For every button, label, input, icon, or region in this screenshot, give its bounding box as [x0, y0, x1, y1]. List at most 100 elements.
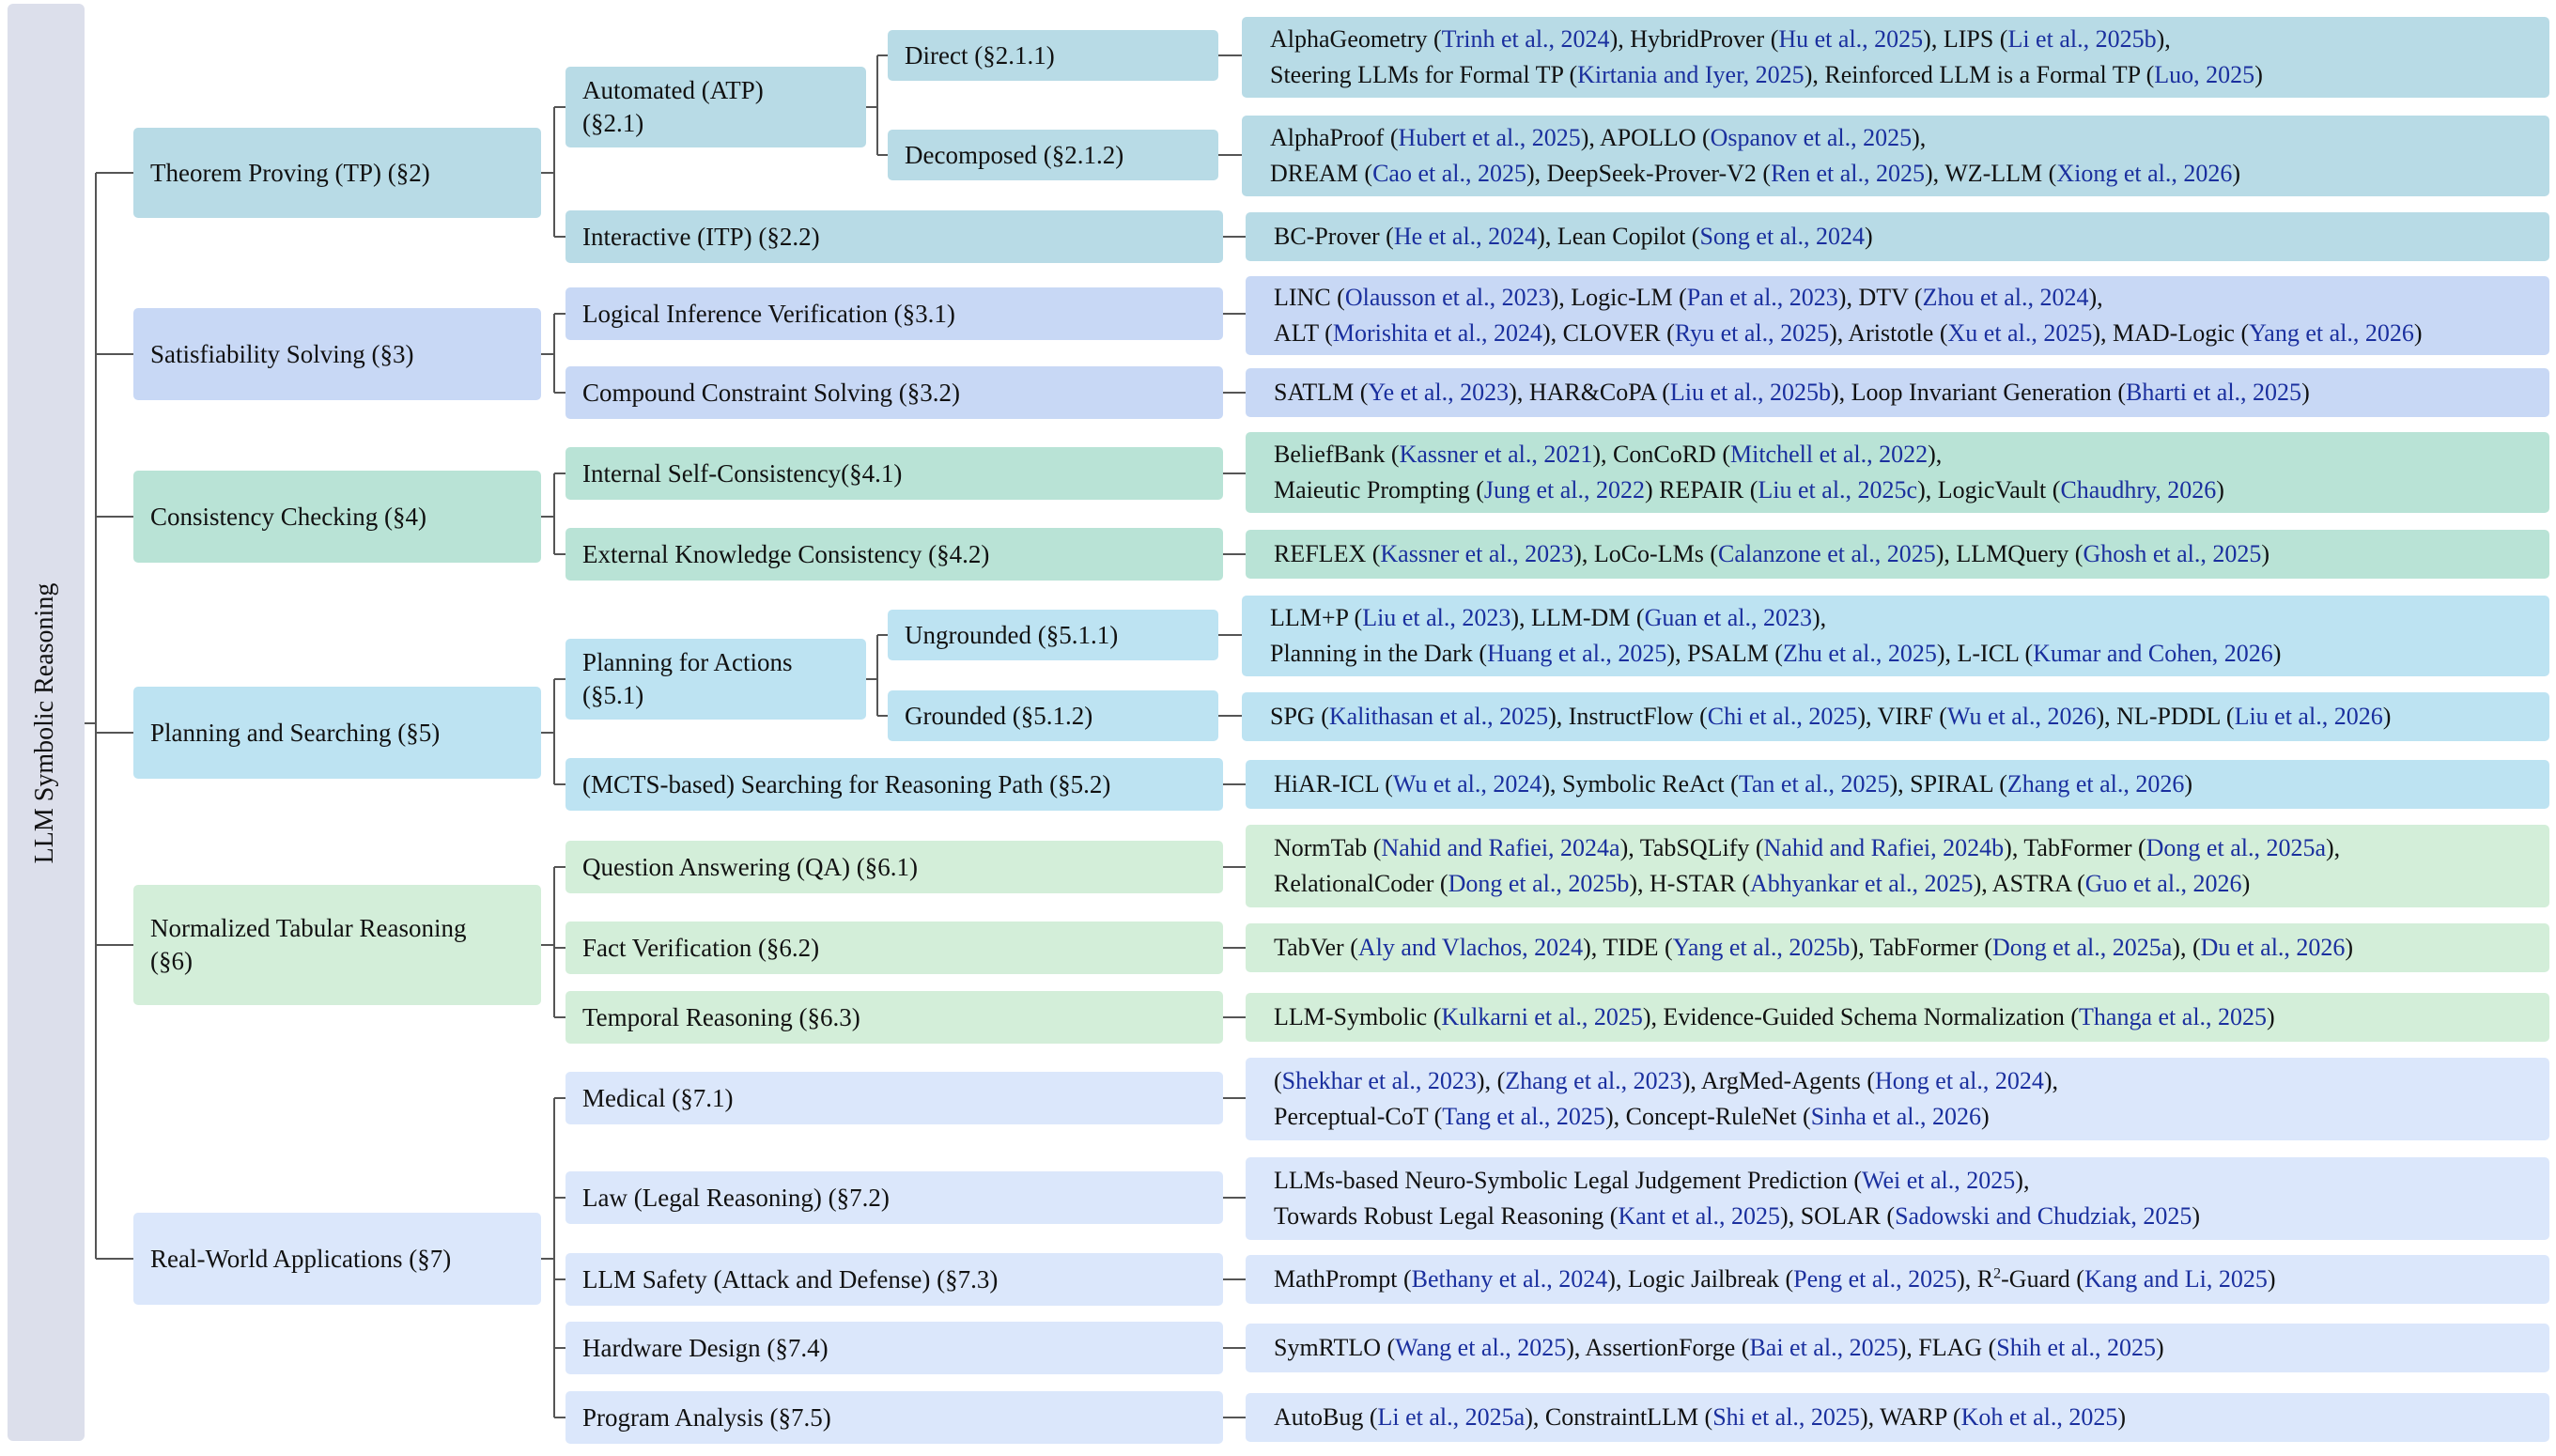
citation: Liu et al., 2026	[2234, 703, 2383, 731]
citation: Wei et al., 2025	[1862, 1167, 2016, 1195]
work-text: ), LoCo-LMs (	[1573, 540, 1718, 568]
work-text: ), SOLAR (	[1780, 1202, 1896, 1230]
node-law: Law (Legal Reasoning) (§7.2)	[565, 1171, 1223, 1224]
work-text: SymRTLO (	[1274, 1334, 1396, 1362]
citation: Dong et al., 2025a	[2145, 834, 2326, 862]
citation: Abhyankar et al., 2025	[1750, 870, 1974, 897]
work-text: )	[2192, 1202, 2201, 1230]
leaf-line: AutoBug (Li et al., 2025a), ConstraintLL…	[1274, 1400, 2542, 1435]
leaf-hardware-design: SymRTLO (Wang et al., 2025), AssertionFo…	[1246, 1324, 2549, 1372]
work-text: ), TabFormer (	[1850, 934, 1992, 962]
citation: Xiong et al., 2026	[2056, 160, 2233, 187]
node-decomposed: Decomposed (§2.1.2)	[888, 130, 1218, 180]
work-text: REFLEX (	[1274, 540, 1381, 568]
work-text: ), HAR&CoPA (	[1509, 379, 1670, 407]
leaf-decomposed: AlphaProof (Hubert et al., 2025), APOLLO…	[1242, 116, 2549, 196]
citation: Bai et al., 2025	[1749, 1334, 1898, 1362]
citation: Hu et al., 2025	[1778, 25, 1924, 54]
work-text: ),	[1811, 604, 1827, 632]
citation: Liu et al., 2025b	[1669, 379, 1831, 407]
work-text: LLMs-based Neuro-Symbolic Legal Judgemen…	[1274, 1167, 1863, 1195]
node-theorem-proving: Theorem Proving (TP) (§2)	[133, 128, 541, 218]
node-atp: Automated (ATP) (§2.1)	[565, 67, 866, 147]
leaf-external-knowledge: REFLEX (Kassner et al., 2023), LoCo-LMs …	[1246, 530, 2549, 579]
citation: Sadowski and Chudziak, 2025	[1895, 1202, 2192, 1230]
citation: Ospanov et al., 2025	[1710, 124, 1913, 152]
citation: Guo et al., 2026	[2084, 870, 2242, 897]
work-text: ),	[2156, 25, 2171, 54]
node-program-analysis: Program Analysis (§7.5)	[565, 1391, 1223, 1444]
node-direct: Direct (§2.1.1)	[888, 30, 1218, 81]
citation: Zhu et al., 2025	[1782, 640, 1937, 667]
work-text: ), CLOVER (	[1541, 319, 1675, 347]
leaf-law: LLMs-based Neuro-Symbolic Legal Judgemen…	[1246, 1157, 2549, 1240]
leaf-temporal-reasoning: LLM-Symbolic (Kulkarni et al., 2025), Ev…	[1246, 993, 2549, 1042]
citation: Kulkarni et al., 2025	[1441, 1003, 1643, 1031]
citation: Guan et al., 2023	[1644, 604, 1812, 632]
work-text: ), Reinforced LLM is a Formal TP (	[1804, 61, 2155, 88]
node-consistency-checking: Consistency Checking (§4)	[133, 471, 541, 563]
work-text: ), DTV (	[1837, 284, 1923, 312]
node-fact-verification: Fact Verification (§6.2)	[565, 922, 1223, 974]
work-text: ), TabFormer (	[2004, 834, 2146, 862]
leaf-line: Planning in the Dark (Huang et al., 2025…	[1270, 636, 2542, 672]
leaf-line: HiAR-ICL (Wu et al., 2024), Symbolic ReA…	[1274, 767, 2542, 802]
work-text: ),	[1928, 441, 1943, 469]
leaf-fact-verification: TabVer (Aly and Vlachos, 2024), TIDE (Ya…	[1246, 923, 2549, 972]
citation: Kirtania and Iyer, 2025	[1577, 61, 1805, 88]
work-text: ), LogicVault (	[1917, 476, 2061, 503]
citation: He et al., 2024	[1393, 223, 1538, 251]
work-text: DREAM (	[1270, 160, 1373, 187]
work-text: BC-Prover (	[1274, 223, 1394, 251]
work-text: ),	[2088, 284, 2103, 312]
work-text: HiAR-ICL (	[1274, 770, 1393, 798]
work-text: ), APOLLO (	[1580, 124, 1711, 152]
citation: Huang et al., 2025	[1487, 640, 1667, 667]
citation: Wang et al., 2025	[1395, 1334, 1567, 1362]
work-text: ), H-STAR (	[1629, 870, 1751, 897]
work-text: SPG (	[1270, 703, 1329, 731]
work-text: )	[2232, 160, 2241, 187]
leaf-line: LLMs-based Neuro-Symbolic Legal Judgemen…	[1274, 1163, 2542, 1199]
node-hardware-design: Hardware Design (§7.4)	[565, 1322, 1223, 1374]
node-question-answering: Question Answering (QA) (§6.1)	[565, 841, 1223, 893]
citation: Trinh et al., 2024	[1441, 25, 1610, 54]
leaf-line: SATLM (Ye et al., 2023), HAR&CoPA (Liu e…	[1274, 375, 2542, 410]
work-text: ), (	[1476, 1067, 1506, 1095]
citation: Pan et al., 2023	[1686, 284, 1838, 312]
leaf-line: LINC (Olausson et al., 2023), Logic-LM (…	[1274, 280, 2542, 316]
work-text: ), L-ICL (	[1936, 640, 2034, 667]
work-text: )	[1864, 223, 1873, 251]
work-text: Towards Robust Legal Reasoning (	[1274, 1202, 1619, 1230]
citation: Olausson et al., 2023	[1344, 284, 1551, 312]
leaf-itp: BC-Prover (He et al., 2024), Lean Copilo…	[1246, 212, 2549, 261]
work-text: ), (	[2172, 934, 2201, 962]
node-mcts-search: (MCTS-based) Searching for Reasoning Pat…	[565, 758, 1223, 811]
citation: Kassner et al., 2021	[1399, 441, 1593, 469]
citation: Xu et al., 2025	[1947, 319, 2093, 347]
work-text: ),	[2326, 834, 2341, 862]
citation: Ghosh et al., 2025	[2083, 540, 2262, 568]
work-text: ), Lean Copilot (	[1537, 223, 1700, 251]
citation: Hubert et al., 2025	[1398, 124, 1581, 152]
work-text: )	[2184, 770, 2193, 798]
work-text: )	[1980, 1103, 1990, 1130]
work-text: ),	[2015, 1167, 2030, 1195]
root-label: LLM Symbolic Reasoning	[30, 582, 59, 864]
citation: Peng et al., 2025	[1793, 1265, 1958, 1293]
leaf-line: MathPrompt (Bethany et al., 2024), Logic…	[1274, 1262, 2542, 1297]
citation: Tang et al., 2025	[1442, 1103, 1605, 1130]
leaf-line: REFLEX (Kassner et al., 2023), LoCo-LMs …	[1274, 536, 2542, 572]
work-text: ), LIPS (	[1923, 25, 2008, 54]
node-internal-self-consistency: Internal Self-Consistency(§4.1)	[565, 447, 1223, 500]
work-text: ), WZ-LLM (	[1925, 160, 2057, 187]
citation: Ye et al., 2023	[1368, 379, 1510, 407]
work-text: )	[2267, 1003, 2275, 1031]
work-text: )	[2272, 640, 2282, 667]
work-text: ), MAD-Logic (	[2092, 319, 2250, 347]
work-text: ), LLM-DM (	[1510, 604, 1645, 632]
work-text: Steering LLMs for Formal TP (	[1270, 61, 1578, 88]
node-llm-safety: LLM Safety (Attack and Defense) (§7.3)	[565, 1253, 1223, 1306]
work-text: ), R	[1957, 1265, 1994, 1293]
